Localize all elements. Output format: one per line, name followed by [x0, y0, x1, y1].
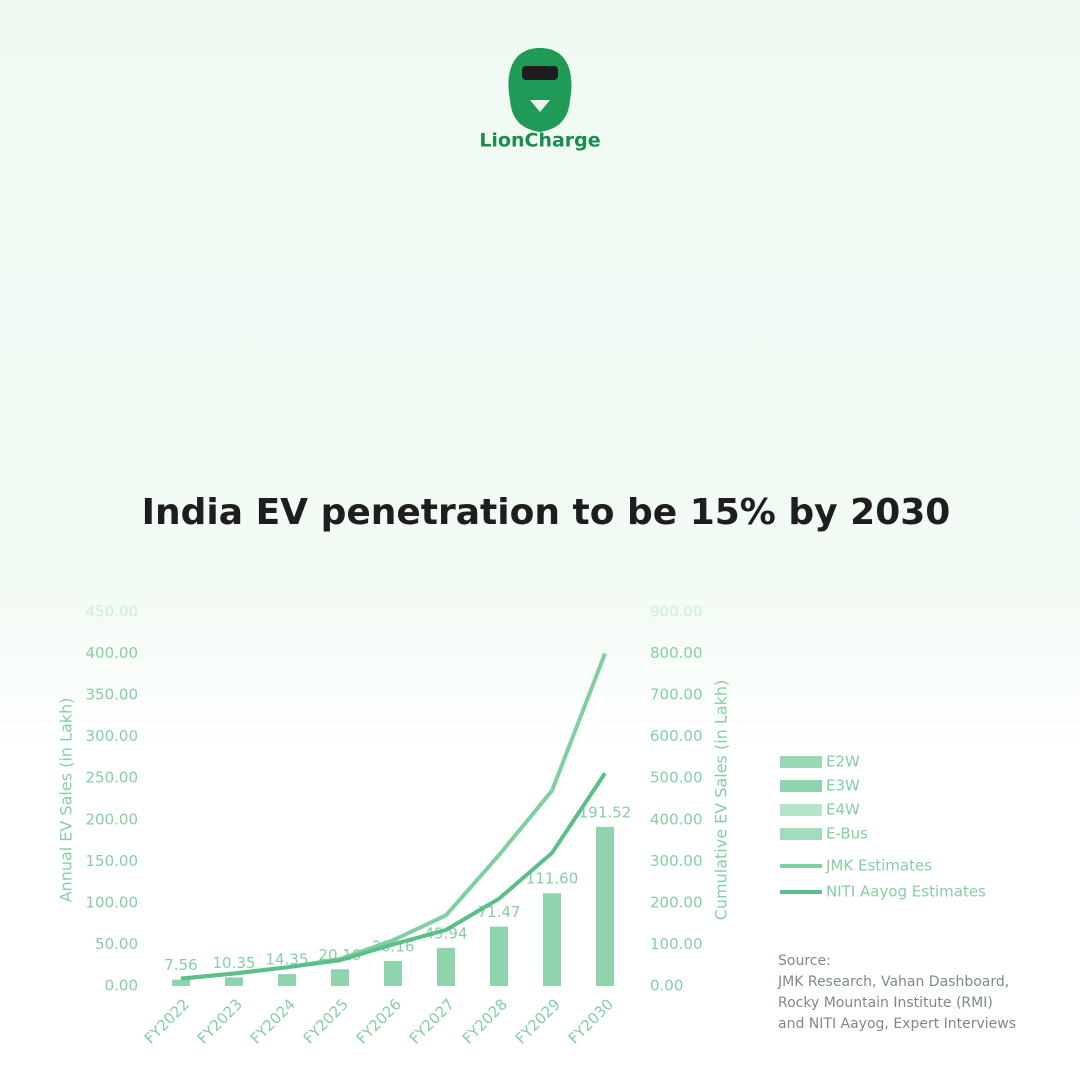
y-tick-label: 350.00 — [86, 686, 139, 704]
y2-tick-label: 200.00 — [650, 893, 703, 911]
y-tick-label: 50.00 — [95, 935, 138, 953]
y-tick-label: 250.00 — [86, 769, 139, 787]
y2-axis-title: Cumulative EV Sales (in Lakh) — [712, 680, 731, 921]
bar — [225, 977, 243, 986]
source-text: JMK Research, Vahan Dashboard, — [777, 974, 1009, 990]
chart-title: India EV penetration to be 15% by 2030 — [142, 492, 951, 533]
value-label: 10.35 — [213, 954, 256, 972]
legend-label: E-Bus — [826, 825, 868, 843]
source-text: Rocky Mountain Institute (RMI) — [778, 995, 993, 1011]
bar — [543, 893, 561, 986]
value-label: 45.94 — [425, 924, 468, 942]
legend-label: E2W — [826, 753, 860, 771]
y2-tick-label: 0.00 — [650, 977, 683, 995]
value-label: 71.47 — [478, 903, 521, 921]
y2-tick-label: 500.00 — [650, 769, 703, 787]
bar — [331, 969, 349, 986]
value-label: 191.52 — [579, 803, 632, 821]
y-tick-label: 100.00 — [86, 893, 139, 911]
bar — [437, 947, 455, 986]
y2-tick-label: 800.00 — [650, 644, 703, 662]
legend-swatch — [780, 828, 822, 840]
bar — [278, 974, 296, 986]
brand-name: LionCharge — [479, 130, 600, 152]
bar — [490, 926, 508, 986]
y-tick-label: 300.00 — [86, 727, 139, 745]
y2-tick-label: 400.00 — [650, 810, 703, 828]
y2-tick-label: 600.00 — [650, 727, 703, 745]
y2-tick-label: 300.00 — [650, 852, 703, 870]
legend-label: NITI Aayog Estimates — [826, 883, 986, 901]
legend-swatch — [780, 804, 822, 816]
bar — [384, 960, 402, 986]
bar — [596, 826, 614, 986]
y-tick-label: 200.00 — [86, 810, 139, 828]
y-tick-label: 450.00 — [86, 603, 139, 621]
line — [180, 772, 607, 981]
y2-tick-label: 100.00 — [650, 935, 703, 953]
legend-label: E4W — [826, 801, 860, 819]
y2-tick-label: 700.00 — [650, 686, 703, 704]
legend-swatch — [780, 780, 822, 792]
legend-label: E3W — [826, 777, 860, 795]
value-label: 7.56 — [164, 956, 197, 974]
bar — [172, 979, 190, 986]
source-text: Source: — [778, 953, 831, 969]
value-label: 111.60 — [526, 870, 579, 888]
y-axis-title: Annual EV Sales (in Lakh) — [57, 698, 76, 903]
y-tick-label: 400.00 — [86, 644, 139, 662]
y-tick-label: 0.00 — [105, 977, 138, 995]
legend-swatch — [780, 756, 822, 768]
y2-tick-label: 900.00 — [650, 603, 703, 621]
source-text: and NITI Aayog, Expert Interviews — [778, 1016, 1016, 1032]
legend-label: JMK Estimates — [825, 857, 932, 875]
logo — [508, 48, 572, 132]
y-tick-label: 150.00 — [86, 852, 139, 870]
